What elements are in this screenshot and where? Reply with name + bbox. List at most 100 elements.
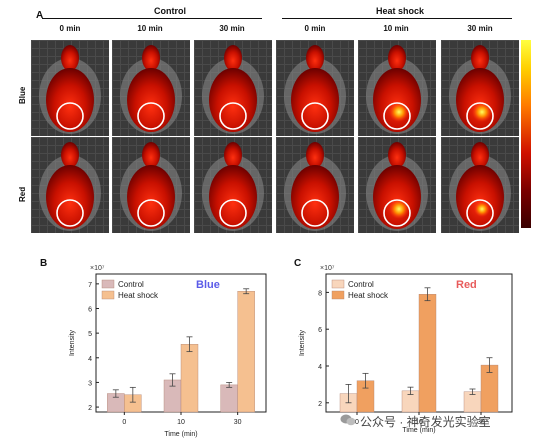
roi-circle [301, 102, 329, 130]
imaging-tile [112, 137, 190, 233]
legend-label: Heat shock [118, 291, 159, 300]
imaging-tile [194, 137, 272, 233]
bar [418, 294, 437, 413]
legend-swatch [331, 279, 345, 289]
y-tick-label: 3 [88, 380, 92, 387]
chart-c: C ×10⁷ 2 4 6 8 Intensity 0 10 30 Time (min) Control… [294, 258, 513, 434]
chart-b: B ×10⁷ 2 3 4 5 6 7 Intensity 0 10 30 Time (min) Contr… [40, 258, 267, 438]
bar [180, 344, 199, 413]
imaging-tile [441, 137, 519, 233]
mouse-body [46, 68, 94, 132]
hot-spot [474, 201, 490, 217]
hot-spot [389, 102, 409, 122]
chart-title: Red [456, 279, 477, 291]
mouse-body [291, 68, 339, 132]
group-line-heat-shock [282, 18, 512, 19]
legend-label: Control [118, 280, 144, 289]
mouse-head [388, 142, 406, 168]
legend-swatch [331, 290, 345, 300]
legend-label: Heat shock [348, 291, 389, 300]
roi-circle [219, 199, 247, 227]
mouse-head [142, 45, 160, 71]
roi-circle [466, 102, 494, 130]
roi-circle [219, 102, 247, 130]
imaging-tile [194, 40, 272, 136]
hot-spot [472, 102, 492, 122]
watermark: 公众号 · 神奇发光实验室 [360, 415, 491, 429]
mouse-head [471, 142, 489, 168]
mouse-head [61, 142, 79, 168]
x-axis-label: Time (min) [402, 427, 435, 434]
y-axis-label: Intensity [69, 329, 76, 356]
exponent-label: ×10⁷ [90, 265, 105, 272]
y-tick-label: 4 [88, 356, 92, 363]
bar [220, 384, 238, 413]
group-title-heat-shock: Heat shock [375, 6, 425, 16]
x-tick-label: 30 [477, 419, 485, 426]
y-tick-label: 2 [88, 405, 92, 412]
imaging-tile [276, 40, 354, 136]
mouse-body [127, 165, 175, 229]
row-label-blue: Blue [18, 86, 27, 104]
mouse-head [224, 142, 242, 168]
y-tick-label: 6 [318, 327, 322, 334]
imaging-tile [276, 137, 354, 233]
wechat-icon [340, 414, 356, 426]
imaging-tile [31, 137, 109, 233]
x-tick-label: 0 [355, 419, 359, 426]
imaging-tile [358, 40, 436, 136]
panel-letter: C [294, 258, 301, 269]
col-label-heat-30: 30 min [467, 24, 493, 33]
mouse-head [388, 45, 406, 71]
mouse-head [471, 45, 489, 71]
mouse-head [61, 45, 79, 71]
x-tick-label: 10 [415, 419, 423, 426]
legend-label: Control [348, 280, 374, 289]
y-tick-label: 8 [318, 290, 322, 297]
x-tick-label: 30 [234, 419, 242, 426]
chart-title: Blue [196, 279, 220, 291]
mouse-body [127, 68, 175, 132]
panel-letter: B [40, 258, 47, 269]
x-tick-label: 10 [177, 419, 185, 426]
roi-circle [56, 102, 84, 130]
legend-swatch [101, 279, 115, 289]
mouse-body [456, 165, 504, 229]
col-label-heat-0: 0 min [304, 24, 326, 33]
y-tick-label: 4 [318, 364, 322, 371]
exponent-label: ×10⁷ [320, 265, 335, 272]
col-label-control-0: 0 min [59, 24, 81, 33]
y-tick-label: 2 [318, 401, 322, 408]
x-tick-label: 0 [122, 419, 126, 426]
mouse-head [306, 45, 324, 71]
imaging-tile [31, 40, 109, 136]
col-label-control-10: 10 min [137, 24, 163, 33]
roi-circle [301, 199, 329, 227]
panel-a-letter: A [36, 10, 44, 21]
bar [237, 291, 255, 413]
mouse-head [142, 142, 160, 168]
imaging-tile [112, 40, 190, 136]
y-tick-label: 6 [88, 307, 92, 314]
col-label-control-30: 30 min [219, 24, 245, 33]
y-tick-label: 7 [88, 282, 92, 289]
imaging-tile [441, 40, 519, 136]
x-axis-label: Time (min) [164, 431, 197, 438]
y-axis-label: Intensity [299, 329, 306, 356]
row-label-red: Red [18, 186, 27, 202]
mouse-body [456, 68, 504, 132]
mouse-body [373, 68, 421, 132]
hot-spot [389, 199, 409, 219]
roi-circle [383, 199, 411, 227]
group-title-control: Control [154, 6, 186, 16]
roi-circle [137, 102, 165, 130]
mouse-body [209, 68, 257, 132]
mouse-body [291, 165, 339, 229]
colorbar [521, 40, 531, 228]
imaging-tile [358, 137, 436, 233]
roi-circle [466, 199, 494, 227]
mouse-head [306, 142, 324, 168]
roi-circle [137, 199, 165, 227]
col-label-heat-10: 10 min [383, 24, 409, 33]
y-tick-label: 5 [88, 331, 92, 338]
